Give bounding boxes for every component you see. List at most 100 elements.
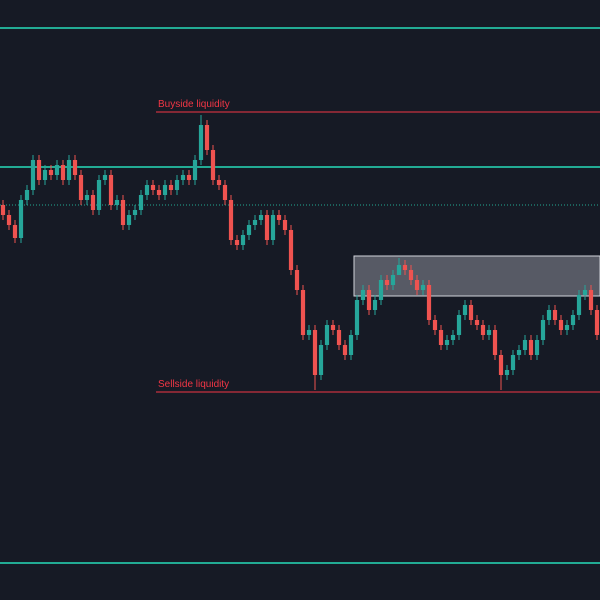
candle-body (462, 305, 468, 315)
candle-body (252, 220, 258, 225)
candle-body (504, 370, 510, 375)
candle-body (186, 175, 192, 180)
candle-body (474, 320, 480, 325)
candle-body (54, 165, 60, 175)
candle-body (384, 280, 390, 285)
candle-body (12, 225, 18, 238)
candle-body (318, 345, 324, 375)
candle-body (300, 290, 306, 335)
candle-body (516, 350, 522, 355)
candle-body (204, 125, 210, 150)
candle-body (120, 200, 126, 225)
candle-body (330, 325, 336, 330)
candle-body (390, 275, 396, 285)
candle-body (552, 310, 558, 320)
candle-body (132, 210, 138, 215)
candle-body (108, 175, 114, 205)
liquidity-label: Buyside liquidity (158, 99, 230, 110)
candle-body (96, 180, 102, 210)
candle-body (84, 195, 90, 200)
candle-body (444, 340, 450, 345)
candle-body (528, 340, 534, 355)
candle-body (354, 300, 360, 335)
candle-body (258, 215, 264, 220)
candle-body (450, 335, 456, 340)
candle-body (378, 280, 384, 300)
candle-body (558, 320, 564, 330)
candle-body (0, 205, 6, 215)
candle-body (414, 280, 420, 290)
candle-body (492, 330, 498, 355)
candle-body (156, 190, 162, 195)
candle-body (168, 185, 174, 190)
liquidity-label: Sellside liquidity (158, 379, 229, 390)
candle-body (234, 240, 240, 245)
candle-body (432, 320, 438, 330)
candle-body (126, 215, 132, 225)
candle-body (102, 175, 108, 180)
candle-body (48, 170, 54, 175)
candle-body (546, 310, 552, 320)
candle-body (246, 225, 252, 235)
candle-body (24, 190, 30, 200)
candle-body (144, 185, 150, 195)
candle-body (570, 315, 576, 325)
candle-body (264, 215, 270, 240)
candle-body (30, 160, 36, 190)
candle-body (564, 325, 570, 330)
candle-body (72, 160, 78, 175)
candle-body (174, 180, 180, 190)
candle-body (66, 160, 72, 180)
candle-body (114, 200, 120, 205)
candle-body (396, 265, 402, 275)
candle-body (90, 195, 96, 210)
candle-body (270, 215, 276, 240)
candle-body (456, 315, 462, 335)
candle-body (42, 170, 48, 180)
candle-body (222, 185, 228, 200)
candle-body (294, 270, 300, 290)
candle-body (372, 300, 378, 310)
candle-body (180, 175, 186, 180)
candle-body (348, 335, 354, 355)
candle-body (540, 320, 546, 340)
candle-body (312, 330, 318, 375)
candle-body (534, 340, 540, 355)
candle-body (192, 160, 198, 180)
candle-body (420, 285, 426, 290)
candle-body (18, 200, 24, 238)
candle-body (576, 295, 582, 315)
candle-body (426, 285, 432, 320)
candle-body (150, 185, 156, 190)
candle-body (138, 195, 144, 210)
candle-body (582, 290, 588, 295)
candle-body (78, 175, 84, 200)
candle-body (198, 125, 204, 160)
candle-body (366, 290, 372, 310)
candle-body (162, 185, 168, 195)
candle-body (408, 270, 414, 280)
candle-body (210, 150, 216, 180)
candle-body (324, 325, 330, 345)
candle-body (480, 325, 486, 335)
candle-body (342, 345, 348, 355)
candle-body (36, 160, 42, 180)
candle-body (360, 290, 366, 300)
candle-body (336, 330, 342, 345)
candle-body (588, 290, 594, 310)
candle-body (288, 230, 294, 270)
candle-body (276, 215, 282, 220)
candle-body (468, 305, 474, 320)
candle-body (306, 330, 312, 335)
candle-body (510, 355, 516, 370)
candle-body (522, 340, 528, 350)
candle-body (498, 355, 504, 375)
candle-body (216, 180, 222, 185)
candle-body (402, 265, 408, 270)
candle-body (486, 330, 492, 335)
candle-body (6, 215, 12, 225)
candle-body (594, 310, 600, 335)
candle-body (240, 235, 246, 245)
